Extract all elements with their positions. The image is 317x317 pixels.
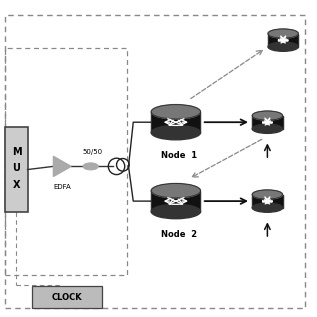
- Text: M: M: [12, 147, 21, 157]
- Ellipse shape: [83, 163, 98, 170]
- Ellipse shape: [151, 204, 200, 219]
- Ellipse shape: [151, 105, 200, 119]
- Polygon shape: [268, 34, 298, 47]
- Bar: [32, 286, 102, 308]
- Bar: [5, 48, 127, 275]
- Text: EDFA: EDFA: [53, 184, 71, 190]
- Ellipse shape: [252, 124, 282, 133]
- Ellipse shape: [151, 126, 200, 140]
- Bar: [5, 127, 28, 212]
- Ellipse shape: [252, 111, 282, 120]
- Polygon shape: [252, 116, 282, 129]
- Ellipse shape: [151, 184, 200, 198]
- Ellipse shape: [252, 203, 282, 212]
- Text: Node  2: Node 2: [161, 230, 197, 239]
- Text: U: U: [13, 163, 20, 173]
- Text: X: X: [13, 180, 20, 190]
- Polygon shape: [53, 156, 71, 177]
- Text: CLOCK: CLOCK: [52, 293, 82, 302]
- Text: Node  1: Node 1: [161, 151, 197, 160]
- Polygon shape: [151, 191, 200, 211]
- Ellipse shape: [268, 42, 298, 51]
- Ellipse shape: [268, 29, 298, 38]
- Polygon shape: [151, 112, 200, 133]
- Ellipse shape: [252, 190, 282, 199]
- Polygon shape: [252, 195, 282, 208]
- Text: 50/50: 50/50: [82, 149, 102, 155]
